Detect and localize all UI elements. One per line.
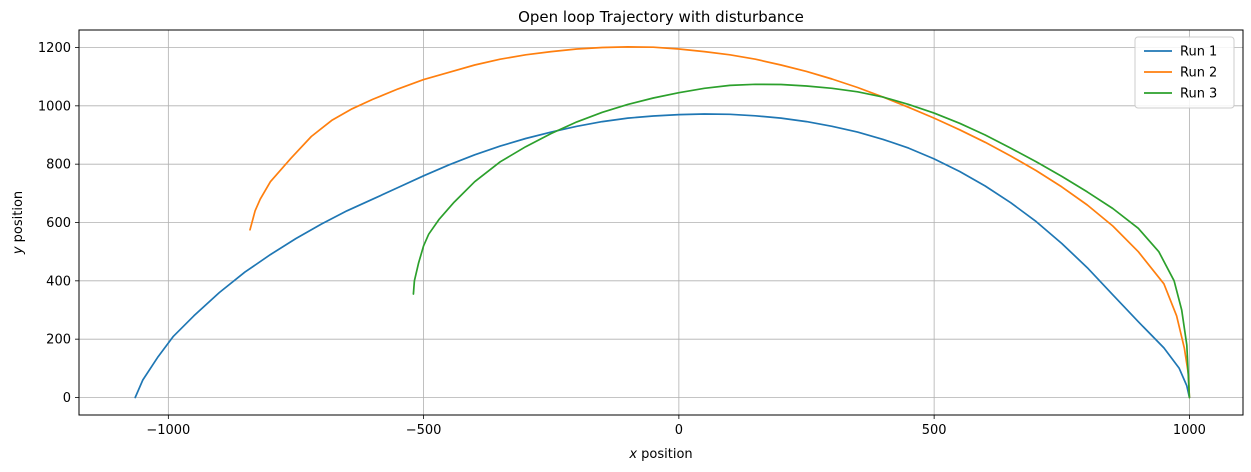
x-axis-label-text: position xyxy=(637,447,693,462)
legend-box xyxy=(1134,36,1235,109)
x-axis-label: x position xyxy=(628,447,692,462)
y-axis-label-text: position xyxy=(11,191,26,247)
x-axis-variable: x xyxy=(628,447,637,462)
legend-label-run-3: Run 3 xyxy=(1180,87,1217,102)
x-tick-label: 1000 xyxy=(1173,423,1206,438)
y-tick-label: 400 xyxy=(46,274,71,289)
series-lines xyxy=(134,46,1191,399)
y-axis-label: y position xyxy=(11,191,26,255)
ticks: −1000 −500 0 500 1000 0 200 400 600 800 1000 1200 xyxy=(38,41,1206,438)
y-tick-label: 0 xyxy=(63,391,71,406)
legend: Run 1 Run 2 Run 3 xyxy=(1134,36,1235,109)
chart-title: Open loop Trajectory with disturbance xyxy=(518,8,804,26)
x-tick-label: 500 xyxy=(922,423,947,438)
series-line-run-3 xyxy=(412,83,1191,399)
x-tick-label: −1000 xyxy=(146,423,190,438)
y-axis-variable: y xyxy=(11,246,26,255)
series-line-run-1 xyxy=(134,113,1191,399)
y-tick-label: 1200 xyxy=(38,41,71,56)
x-tick-label: 0 xyxy=(675,423,683,438)
y-tick-label: 1000 xyxy=(38,99,71,114)
legend-label-run-1: Run 1 xyxy=(1180,45,1217,60)
y-tick-label: 600 xyxy=(46,216,71,231)
y-tick-label: 800 xyxy=(46,158,71,173)
series-line-run-2 xyxy=(249,46,1191,399)
legend-label-run-2: Run 2 xyxy=(1180,66,1217,81)
y-tick-label: 200 xyxy=(46,333,71,348)
x-tick-label: −500 xyxy=(406,423,442,438)
grid xyxy=(79,30,1243,415)
